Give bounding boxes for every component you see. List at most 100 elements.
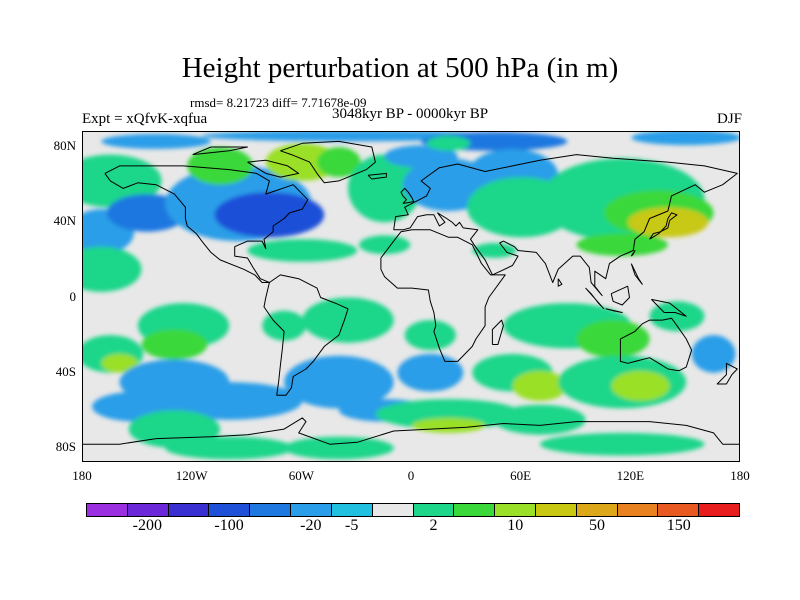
coastline bbox=[585, 287, 605, 310]
coastline bbox=[557, 278, 563, 287]
coastline bbox=[491, 319, 504, 345]
colorbar-cell bbox=[576, 504, 618, 516]
colorbar bbox=[86, 503, 740, 517]
rmsd-stats: rmsd= 8.21723 diff= 7.71678e-09 bbox=[190, 95, 367, 110]
field-blob bbox=[397, 353, 464, 392]
colorbar-label: -5 bbox=[345, 517, 359, 534]
field-blob bbox=[631, 132, 739, 146]
colorbar-cell bbox=[250, 504, 292, 516]
colorbar-label: -200 bbox=[132, 517, 162, 534]
colorbar-cell bbox=[413, 504, 455, 516]
lat-label: 80N bbox=[53, 138, 76, 154]
lon-label: 60E bbox=[510, 468, 532, 483]
field-blob bbox=[265, 143, 339, 181]
coastline bbox=[716, 362, 738, 385]
field-blob bbox=[512, 370, 568, 401]
coastline bbox=[400, 187, 415, 204]
coastline bbox=[367, 172, 387, 180]
field-blob bbox=[214, 192, 325, 238]
field-blob bbox=[101, 353, 138, 373]
colorbar-label: 10 bbox=[507, 517, 524, 534]
field-blob bbox=[375, 399, 522, 430]
field-blob bbox=[201, 132, 495, 142]
lon-label: 180 bbox=[730, 468, 750, 483]
field-blob bbox=[627, 207, 709, 238]
coastline bbox=[610, 285, 630, 306]
lat-label: 80S bbox=[55, 438, 76, 454]
colorbar-cell bbox=[658, 504, 700, 516]
lon-label: 120E bbox=[616, 468, 645, 483]
field-blob bbox=[165, 436, 294, 460]
colorbar-cell bbox=[454, 504, 496, 516]
field-blob bbox=[649, 301, 705, 332]
coastline bbox=[280, 140, 376, 184]
lon-label: 60W bbox=[288, 468, 314, 483]
field-blob bbox=[479, 211, 546, 234]
field-blob bbox=[187, 147, 253, 185]
colorbar-cell bbox=[535, 504, 577, 516]
colorbar-cell bbox=[699, 504, 739, 516]
lat-label: 0 bbox=[69, 288, 77, 304]
field-blob bbox=[472, 243, 517, 258]
coastline bbox=[393, 154, 738, 297]
colorbar-cell bbox=[168, 504, 210, 516]
lon-label: 0 bbox=[407, 468, 415, 483]
coastline bbox=[649, 212, 678, 240]
coastline bbox=[619, 317, 693, 372]
colorbar-cell bbox=[127, 504, 169, 516]
coastline bbox=[380, 229, 506, 362]
colorbar-label: 2 bbox=[429, 517, 438, 534]
colorbar-cell bbox=[372, 504, 414, 516]
colorbar-cell bbox=[87, 504, 128, 516]
season-label: DJF bbox=[716, 111, 742, 127]
field-blob bbox=[611, 370, 670, 401]
colorbar-label: -100 bbox=[214, 517, 244, 534]
colorbar-label: 150 bbox=[666, 517, 691, 534]
experiment-label: Expt = xQfvK-xqfua bbox=[82, 111, 208, 127]
coastline bbox=[192, 146, 248, 156]
colorbar-label: -20 bbox=[300, 517, 322, 534]
lat-label: 40N bbox=[53, 213, 76, 229]
field-blob bbox=[576, 320, 650, 358]
field-blob bbox=[317, 147, 361, 178]
coastline bbox=[263, 274, 349, 396]
colorbar-cell bbox=[209, 504, 251, 516]
field-blob bbox=[156, 382, 303, 420]
field-blob bbox=[302, 297, 394, 343]
lon-label: 120W bbox=[175, 468, 208, 483]
colorbar-cell bbox=[291, 504, 332, 516]
colorbar-cell bbox=[617, 504, 659, 516]
coastline bbox=[247, 159, 300, 178]
field-blob bbox=[247, 239, 358, 262]
field-blob bbox=[83, 154, 162, 208]
map-panel bbox=[82, 131, 740, 462]
lat-label: 40S bbox=[55, 363, 76, 379]
height-perturbation-map bbox=[83, 132, 739, 460]
field-blob bbox=[262, 310, 306, 341]
field-blob bbox=[284, 436, 394, 460]
field-blob bbox=[691, 335, 736, 373]
colorbar-cell bbox=[495, 504, 536, 516]
lon-label: 180 bbox=[72, 468, 92, 483]
coastline bbox=[630, 263, 643, 285]
field-blob bbox=[141, 329, 208, 360]
map-title: Height perturbation at 500 hPa (in m) bbox=[181, 52, 619, 84]
coastline bbox=[104, 165, 309, 283]
field-blob bbox=[426, 135, 471, 151]
field-blob bbox=[412, 417, 486, 433]
field-blob bbox=[348, 154, 422, 223]
coastline bbox=[651, 298, 687, 317]
colorbar-label: 50 bbox=[588, 517, 605, 534]
field-blob bbox=[101, 133, 211, 149]
field-blob bbox=[284, 355, 394, 409]
colorbar-cell bbox=[331, 504, 373, 516]
field-blob bbox=[404, 320, 456, 351]
field-blob bbox=[359, 235, 411, 255]
coastline bbox=[605, 308, 623, 313]
coastline bbox=[630, 250, 636, 257]
field-blob bbox=[576, 233, 668, 257]
period-label: 3048kyr BP - 0000kyr BP bbox=[331, 106, 489, 122]
field-blob bbox=[494, 404, 586, 435]
field-blob bbox=[539, 432, 705, 456]
coastline bbox=[83, 417, 739, 445]
